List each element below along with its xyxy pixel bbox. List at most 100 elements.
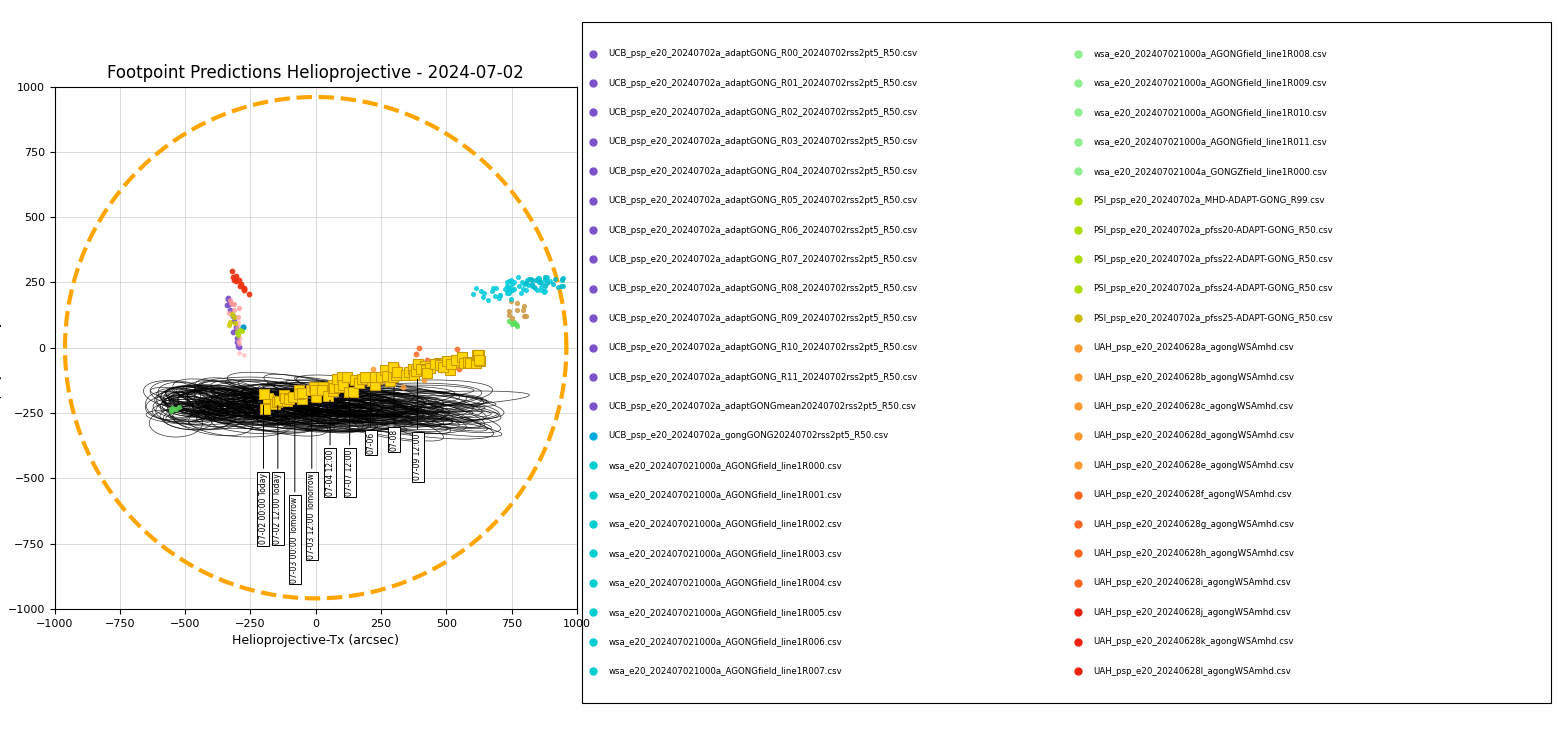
- Point: [449, 351, 474, 363]
- Point: [514, 274, 539, 285]
- Point: [496, 288, 521, 299]
- Point: [494, 276, 519, 288]
- Point: [511, 283, 536, 295]
- Point: [360, 363, 385, 375]
- Point: [321, 386, 346, 397]
- Text: wsa_e20_202407021004a_GONGZfield_line1R000.csv: wsa_e20_202407021004a_GONGZfield_line1R0…: [1093, 167, 1327, 176]
- Point: [352, 373, 377, 385]
- Point: [224, 322, 249, 334]
- Text: UCB_psp_e20_20240702a_adaptGONG_R10_20240702rss2pt5_R50.csv: UCB_psp_e20_20240702a_adaptGONG_R10_2024…: [608, 343, 918, 352]
- Point: [331, 380, 355, 392]
- Point: [226, 311, 251, 323]
- Point: [486, 292, 511, 304]
- Point: [496, 305, 521, 317]
- Point: [465, 350, 490, 362]
- Point: [343, 373, 368, 385]
- Point: [217, 307, 242, 318]
- Point: [519, 274, 544, 285]
- Point: [412, 360, 437, 372]
- Text: 07-02 00:00 Today: 07-02 00:00 Today: [259, 406, 268, 544]
- Text: wsa_e20_202407021000a_AGONGfield_line1R000.csv: wsa_e20_202407021000a_AGONGfield_line1R0…: [608, 460, 842, 470]
- Point: [546, 281, 571, 293]
- Point: [510, 277, 535, 288]
- Point: [488, 290, 513, 302]
- Text: wsa_e20_202407021000a_AGONGfield_line1R009.csv: wsa_e20_202407021000a_AGONGfield_line1R0…: [1093, 78, 1327, 88]
- Text: UCB_psp_e20_20240702a_adaptGONG_R01_20240702rss2pt5_R50.csv: UCB_psp_e20_20240702a_adaptGONG_R01_2024…: [608, 78, 918, 88]
- Point: [511, 278, 536, 290]
- Point: [215, 299, 240, 310]
- Text: UCB_psp_e20_20240702a_adaptGONG_R07_20240702rss2pt5_R50.csv: UCB_psp_e20_20240702a_adaptGONG_R07_2024…: [608, 255, 918, 264]
- Point: [391, 381, 416, 393]
- Text: UAH_psp_e20_20240628d_agongWSAmhd.csv: UAH_psp_e20_20240628d_agongWSAmhd.csv: [1093, 431, 1294, 441]
- Point: [221, 272, 246, 283]
- Point: [460, 288, 485, 300]
- Point: [217, 316, 242, 328]
- Point: [483, 283, 508, 294]
- Point: [444, 356, 469, 367]
- Text: wsa_e20_202407021000a_AGONGfield_line1R005.csv: wsa_e20_202407021000a_AGONGfield_line1R0…: [608, 608, 842, 616]
- Text: UCB_psp_e20_20240702a_adaptGONG_R03_20240702rss2pt5_R50.csv: UCB_psp_e20_20240702a_adaptGONG_R03_2024…: [608, 138, 918, 146]
- Point: [493, 283, 518, 295]
- Point: [224, 336, 249, 348]
- Point: [385, 366, 410, 378]
- Point: [412, 374, 437, 386]
- Point: [224, 329, 249, 340]
- Point: [226, 316, 251, 328]
- Point: [525, 275, 550, 287]
- Point: [321, 381, 346, 393]
- Point: [382, 360, 407, 372]
- Point: [384, 369, 408, 381]
- Text: wsa_e20_202407021000a_AGONGfield_line1R004.csv: wsa_e20_202407021000a_AGONGfield_line1R0…: [608, 578, 842, 587]
- Point: [221, 315, 246, 327]
- Point: [404, 365, 429, 377]
- Point: [396, 366, 421, 378]
- Text: UAH_psp_e20_20240628j_agongWSAmhd.csv: UAH_psp_e20_20240628j_agongWSAmhd.csv: [1093, 608, 1291, 616]
- Text: wsa_e20_202407021000a_AGONGfield_line1R002.csv: wsa_e20_202407021000a_AGONGfield_line1R0…: [608, 520, 842, 529]
- Point: [529, 284, 553, 296]
- Text: wsa_e20_202407021000a_AGONGfield_line1R011.csv: wsa_e20_202407021000a_AGONGfield_line1R0…: [1093, 138, 1327, 146]
- Point: [161, 402, 186, 414]
- Point: [430, 361, 455, 373]
- Point: [541, 279, 566, 291]
- Point: [525, 272, 550, 283]
- Text: UCB_psp_e20_20240702a_adaptGONG_R11_20240702rss2pt5_R50.csv: UCB_psp_e20_20240702a_adaptGONG_R11_2024…: [608, 373, 918, 381]
- Point: [468, 354, 493, 365]
- Text: UAH_psp_e20_20240628i_agongWSAmhd.csv: UAH_psp_e20_20240628i_agongWSAmhd.csv: [1093, 578, 1291, 587]
- Point: [505, 305, 530, 316]
- Point: [281, 391, 306, 403]
- Point: [290, 386, 315, 398]
- Text: UCB_psp_e20_20240702a_adaptGONG_R08_20240702rss2pt5_R50.csv: UCB_psp_e20_20240702a_adaptGONG_R08_2024…: [608, 284, 918, 294]
- Point: [466, 349, 491, 361]
- Point: [223, 321, 248, 333]
- Point: [276, 393, 301, 405]
- Point: [271, 389, 296, 401]
- Point: [519, 279, 544, 291]
- Point: [513, 284, 538, 296]
- Point: [519, 278, 544, 290]
- Point: [427, 356, 452, 368]
- Point: [488, 290, 513, 302]
- Point: [368, 371, 393, 383]
- Point: [321, 379, 346, 391]
- Text: 07-09 12:00: 07-09 12:00: [413, 379, 422, 480]
- Text: 07-04 12:00: 07-04 12:00: [326, 400, 335, 496]
- Point: [543, 273, 567, 285]
- Point: [346, 378, 371, 389]
- Point: [221, 311, 246, 323]
- Point: [500, 284, 525, 296]
- Point: [494, 280, 519, 291]
- Text: UCB_psp_e20_20240702a_adaptGONG_R05_20240702rss2pt5_R50.csv: UCB_psp_e20_20240702a_adaptGONG_R05_2024…: [608, 196, 918, 205]
- Point: [429, 365, 454, 376]
- Point: [221, 274, 246, 285]
- Point: [402, 362, 427, 373]
- Point: [167, 401, 192, 413]
- Point: [324, 373, 349, 385]
- X-axis label: Helioprojective-Tx (arcsec): Helioprojective-Tx (arcsec): [232, 634, 399, 647]
- Point: [257, 394, 282, 406]
- Text: wsa_e20_202407021000a_AGONGfield_line1R008.csv: wsa_e20_202407021000a_AGONGfield_line1R0…: [1093, 49, 1327, 58]
- Point: [220, 310, 245, 321]
- Point: [499, 284, 524, 296]
- Point: [231, 349, 256, 361]
- Point: [287, 388, 312, 400]
- Point: [500, 283, 525, 295]
